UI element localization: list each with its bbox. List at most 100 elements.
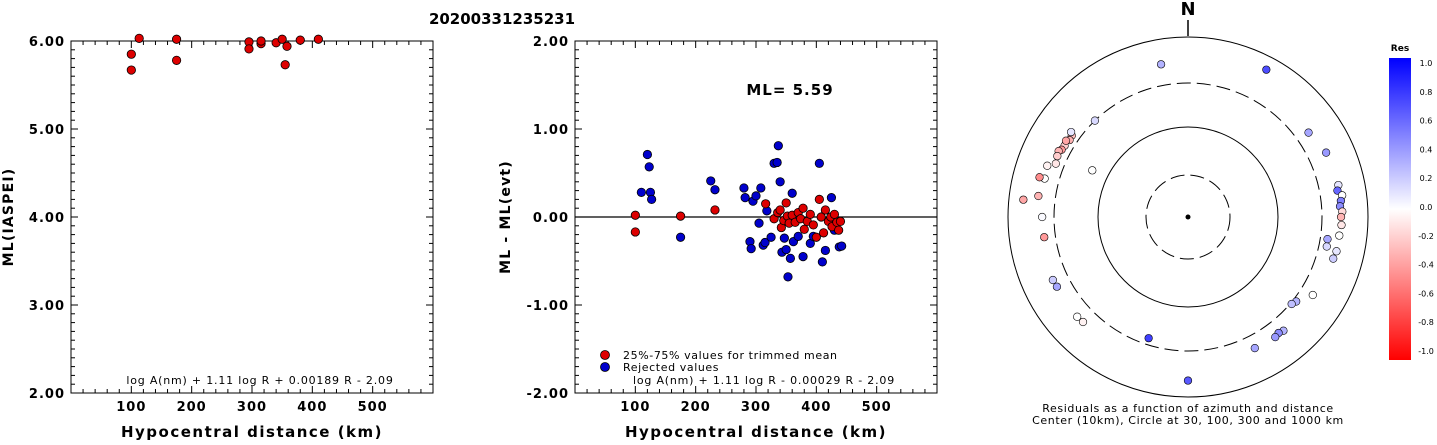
middle-points	[630, 141, 847, 282]
middle-data-point	[820, 245, 830, 256]
middle-data-point	[740, 193, 750, 203]
left-plot-frame	[70, 40, 434, 394]
polar-residual-plot: N Residuals as a function of azimuth and…	[1007, 0, 1434, 427]
colorbar-label: 0.2	[1420, 174, 1433, 183]
middle-chart: -2.00 -1.00 0.00 1.00 2.00 100 200 300 400 500 M…	[498, 35, 938, 441]
station-point	[1332, 247, 1341, 256]
epicenter-marker	[1185, 214, 1191, 220]
station-point	[1308, 290, 1317, 300]
middle-formula: log A(nm) + 1.11 log R - 0.00029 R - 2.0…	[633, 374, 895, 387]
left-xtick-label: 400	[297, 400, 327, 415]
middle-data-point	[746, 244, 756, 254]
mid-ytick-label: 2.00	[533, 35, 569, 50]
middle-data-point	[835, 216, 846, 226]
middle-data-point	[805, 209, 815, 219]
station-point	[1088, 166, 1097, 175]
middle-data-point	[798, 252, 808, 262]
colorbar-label: -0.4	[1418, 261, 1434, 270]
ring-100km	[1097, 126, 1279, 308]
mid-ytick-label: -2.00	[527, 387, 569, 402]
colorbar-labels: 1.0 0.8 0.6 0.4 0.2 0.0 -0.2 -0.4 -0.6 -0.8 -1.0	[1418, 59, 1434, 356]
station-point	[1053, 151, 1062, 161]
station-residual-points	[1019, 60, 1347, 385]
mid-ytick-label: -1.00	[527, 299, 569, 314]
mid-xtick-label: 300	[741, 400, 771, 415]
left-data-point	[256, 36, 266, 46]
station-point	[1043, 161, 1052, 170]
station-point	[1262, 65, 1271, 74]
ring-30km	[1145, 174, 1231, 260]
middle-data-point	[816, 212, 826, 222]
left-data-point	[171, 55, 182, 65]
middle-data-point	[787, 188, 797, 198]
left-data-point	[282, 41, 292, 51]
middle-x-tick-labels: 100 200 300 400 500	[620, 400, 892, 415]
middle-data-point	[739, 183, 749, 193]
left-chart: 2.00 3.00 4.00 5.00 6.00 100 200 300 400 500 Hyp…	[1, 33, 434, 441]
left-y-tick-labels: 2.00 3.00 4.00 5.00 6.00	[29, 35, 65, 402]
middle-data-point	[785, 253, 795, 263]
left-xtick-label: 300	[237, 400, 267, 415]
middle-data-point	[834, 225, 844, 235]
middle-data-point	[636, 187, 646, 197]
legend-marker-trimmed	[600, 350, 610, 360]
station-point	[1250, 344, 1259, 353]
station-point	[1073, 312, 1082, 321]
station-point	[1322, 242, 1331, 251]
middle-data-point	[779, 233, 789, 243]
middle-data-point	[644, 162, 654, 172]
middle-data-point	[642, 149, 653, 160]
left-data-point	[126, 49, 136, 59]
polar-caption-line2: Center (10km), Circle at 30, 100, 300 an…	[1032, 414, 1344, 427]
middle-data-point	[756, 183, 766, 193]
north-label: N	[1180, 0, 1195, 20]
left-data-point	[313, 34, 323, 44]
polar-caption-line1: Residuals as a function of azimuth and d…	[1042, 402, 1333, 415]
colorbar-label: 1.0	[1420, 59, 1433, 68]
middle-tick-marks	[574, 40, 938, 394]
left-points	[126, 33, 323, 75]
left-ytick-label: 2.00	[29, 387, 65, 402]
middle-data-point	[826, 193, 837, 203]
middle-data-point	[829, 209, 840, 219]
station-point	[1052, 282, 1062, 291]
mid-xtick-label: 200	[681, 400, 711, 415]
middle-data-point	[760, 237, 770, 248]
middle-data-point	[817, 257, 827, 267]
left-data-point	[244, 44, 254, 54]
station-point	[1287, 299, 1296, 309]
station-point	[1051, 159, 1060, 168]
station-point	[1048, 275, 1057, 285]
left-data-point	[171, 34, 182, 44]
middle-data-point	[675, 232, 686, 242]
station-point	[1304, 128, 1313, 137]
figure-title: 20200331235231	[429, 10, 575, 28]
middle-data-point	[837, 241, 847, 251]
station-point	[1066, 127, 1076, 137]
left-xtick-label: 100	[116, 400, 146, 415]
middle-data-point	[814, 158, 824, 168]
colorbar	[1389, 58, 1411, 360]
station-point	[1323, 234, 1332, 244]
middle-data-point	[710, 205, 720, 215]
station-point	[1019, 195, 1028, 204]
middle-data-point	[783, 272, 793, 282]
left-x-axis-label: Hypocentral distance (km)	[121, 423, 383, 441]
colorbar-label: -0.8	[1418, 318, 1434, 327]
left-ytick-label: 4.00	[29, 211, 65, 226]
middle-data-point	[775, 177, 785, 187]
middle-data-point	[706, 176, 716, 186]
left-ytick-label: 6.00	[29, 35, 65, 50]
mid-xtick-label: 400	[801, 400, 831, 415]
left-data-point	[280, 60, 290, 70]
mid-xtick-label: 500	[862, 400, 892, 415]
middle-data-point	[772, 157, 782, 168]
station-point	[1038, 212, 1047, 222]
mid-ytick-label: 0.00	[533, 211, 569, 226]
distance-rings	[1007, 36, 1369, 398]
middle-data-point	[808, 220, 818, 230]
middle-data-point	[781, 198, 791, 208]
colorbar-label: -1.0	[1418, 347, 1434, 356]
left-x-tick-labels: 100 200 300 400 500	[116, 400, 386, 415]
